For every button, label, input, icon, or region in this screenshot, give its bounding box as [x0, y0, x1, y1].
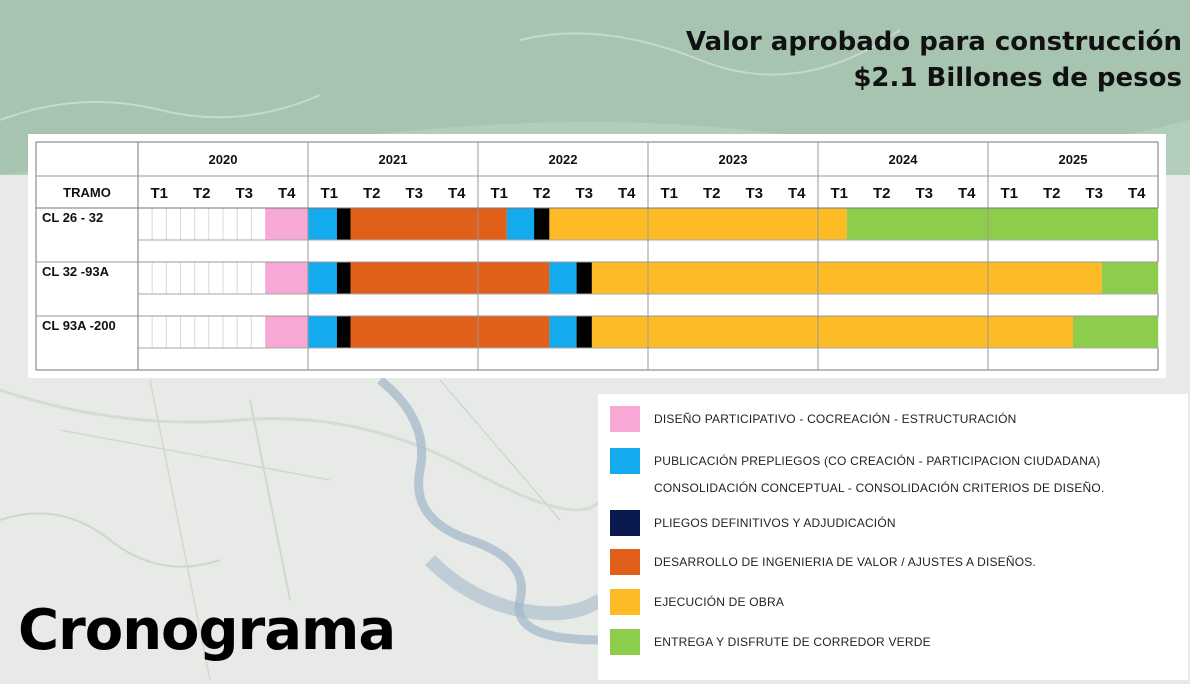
gantt-bar-entrega: [1101, 262, 1158, 294]
legend-swatch-pliegos: [610, 510, 640, 536]
legend-label: DESARROLLO DE INGENIERIA DE VALOR / AJUS…: [654, 549, 1036, 576]
quarter-label-2021-T3: T3: [405, 185, 423, 202]
legend-item-ejecucion: EJECUCIÓN DE OBRA: [610, 589, 784, 616]
legend-item-diseno: DISEÑO PARTICIPATIVO - COCREACIÓN - ESTR…: [610, 406, 1016, 433]
gantt-bar-ejecucion: [591, 316, 1073, 348]
legend-item-desarrollo: DESARROLLO DE INGENIERIA DE VALOR / AJUS…: [610, 549, 1036, 576]
legend-swatch-entrega: [610, 629, 640, 655]
legend-item-entrega: ENTREGA Y DISFRUTE DE CORREDOR VERDE: [610, 629, 931, 656]
gantt-chart-panel: TRAMO 2020 T1 T2 T3 T4 2021 T1 T2 T3 T4 2022 T1 T2 T3 T…: [28, 134, 1166, 378]
gantt-bar-publicacion: [549, 316, 577, 348]
row-label: CL 26 - 32: [42, 210, 103, 225]
quarter-label-2024-T2: T2: [873, 185, 891, 202]
legend-label: PUBLICACIÓN PREPLIEGOS (CO CREACIÓN - PA…: [654, 448, 1104, 502]
gantt-bar-entrega: [846, 208, 1158, 240]
year-label-2023: 2023: [719, 152, 748, 167]
quarter-label-2023-T1: T1: [660, 185, 678, 202]
legend-label: DISEÑO PARTICIPATIVO - COCREACIÓN - ESTR…: [654, 406, 1016, 433]
gantt-bar-publicacion: [308, 208, 337, 240]
quarter-label-2025-T1: T1: [1000, 185, 1018, 202]
year-label-2021: 2021: [379, 152, 408, 167]
year-label-2022: 2022: [549, 152, 578, 167]
legend-label-line: DESARROLLO DE INGENIERIA DE VALOR / AJUS…: [654, 555, 1037, 569]
year-label-2024: 2024: [889, 152, 919, 167]
gantt-bar-desarrollo: [350, 262, 550, 294]
legend-swatch-diseno: [610, 406, 640, 432]
quarter-label-2022-T4: T4: [618, 185, 636, 202]
row-label: CL 93A -200: [42, 318, 116, 333]
quarter-label-2022-T3: T3: [575, 185, 593, 202]
header-title-line2: $2.1 Billones de pesos: [853, 63, 1182, 93]
quarter-label-2022-T2: T2: [533, 185, 551, 202]
gantt-bar-pliegos: [336, 316, 351, 348]
legend-label-line: PLIEGOS DEFINITIVOS Y ADJUDICACIÓN: [654, 516, 896, 530]
legend-label-line: ENTREGA Y DISFRUTE DE CORREDOR VERDE: [654, 635, 931, 649]
gantt-bar-entrega: [1073, 316, 1158, 348]
quarter-label-2020-T3: T3: [235, 185, 253, 202]
quarter-label-2025-T2: T2: [1043, 185, 1061, 202]
row-label: CL 32 -93A: [42, 264, 110, 279]
year-label-2020: 2020: [209, 152, 238, 167]
gantt-bar-ejecucion: [591, 262, 1102, 294]
quarter-label-2025-T4: T4: [1128, 185, 1146, 202]
legend-swatch-ejecucion: [610, 589, 640, 615]
quarter-label-2020-T1: T1: [150, 185, 168, 202]
header-title-line1: Valor aprobado para construcción: [685, 27, 1182, 57]
gantt-bar-pliegos: [576, 316, 592, 348]
legend-label-line: EJECUCIÓN DE OBRA: [654, 595, 785, 609]
gantt-bar-pliegos: [336, 262, 351, 294]
gantt-bar-desarrollo: [350, 208, 507, 240]
legend-item-publicacion: PUBLICACIÓN PREPLIEGOS (CO CREACIÓN - PA…: [610, 448, 1104, 502]
legend-label: ENTREGA Y DISFRUTE DE CORREDOR VERDE: [654, 629, 931, 656]
header-title: Valor aprobado para construcción $2.1 Bi…: [686, 24, 1182, 96]
legend-swatch-publicacion: [610, 448, 640, 474]
legend-panel: DISEÑO PARTICIPATIVO - COCREACIÓN - ESTR…: [598, 394, 1188, 680]
quarter-label-2020-T2: T2: [193, 185, 211, 202]
legend-label-line: CONSOLIDACIÓN CONCEPTUAL - CONSOLIDACIÓN…: [654, 481, 1105, 495]
legend-label-line: DISEÑO PARTICIPATIVO - COCREACIÓN - ESTR…: [654, 412, 1017, 426]
legend-swatch-desarrollo: [610, 549, 640, 575]
quarter-label-2023-T4: T4: [788, 185, 806, 202]
gantt-bar-publicacion: [308, 316, 337, 348]
gantt-bar-publicacion: [506, 208, 535, 240]
gantt-bar-publicacion: [308, 262, 337, 294]
gantt-bar-diseno: [265, 262, 308, 294]
quarter-label-2022-T1: T1: [490, 185, 508, 202]
legend-label: PLIEGOS DEFINITIVOS Y ADJUDICACIÓN: [654, 510, 896, 537]
legend-label-line: PUBLICACIÓN PREPLIEGOS (CO CREACIÓN - PA…: [654, 454, 1101, 468]
quarter-label-2025-T3: T3: [1085, 185, 1103, 202]
row-header-label: TRAMO: [63, 185, 111, 200]
legend-label: EJECUCIÓN DE OBRA: [654, 589, 784, 616]
legend-item-pliegos: PLIEGOS DEFINITIVOS Y ADJUDICACIÓN: [610, 510, 896, 537]
gantt-bar-pliegos: [576, 262, 592, 294]
year-label-2025: 2025: [1059, 152, 1088, 167]
gantt-bar-desarrollo: [350, 316, 550, 348]
gantt-bar-diseno: [265, 316, 308, 348]
gantt-chart: TRAMO 2020 T1 T2 T3 T4 2021 T1 T2 T3 T4 2022 T1 T2 T3 T…: [35, 141, 1159, 371]
gantt-bar-pliegos: [336, 208, 351, 240]
quarter-label-2024-T1: T1: [830, 185, 848, 202]
quarter-label-2021-T2: T2: [363, 185, 381, 202]
page-title: Cronograma: [18, 598, 396, 663]
gantt-bar-diseno: [265, 208, 308, 240]
quarter-label-2024-T4: T4: [958, 185, 976, 202]
quarter-label-2021-T4: T4: [448, 185, 466, 202]
gantt-bar-pliegos: [534, 208, 550, 240]
gantt-bar-publicacion: [549, 262, 577, 294]
quarter-label-2024-T3: T3: [915, 185, 933, 202]
gantt-bar-ejecucion: [549, 208, 847, 240]
quarter-label-2023-T3: T3: [745, 185, 763, 202]
quarter-label-2020-T4: T4: [278, 185, 296, 202]
quarter-label-2023-T2: T2: [703, 185, 721, 202]
quarter-label-2021-T1: T1: [320, 185, 338, 202]
